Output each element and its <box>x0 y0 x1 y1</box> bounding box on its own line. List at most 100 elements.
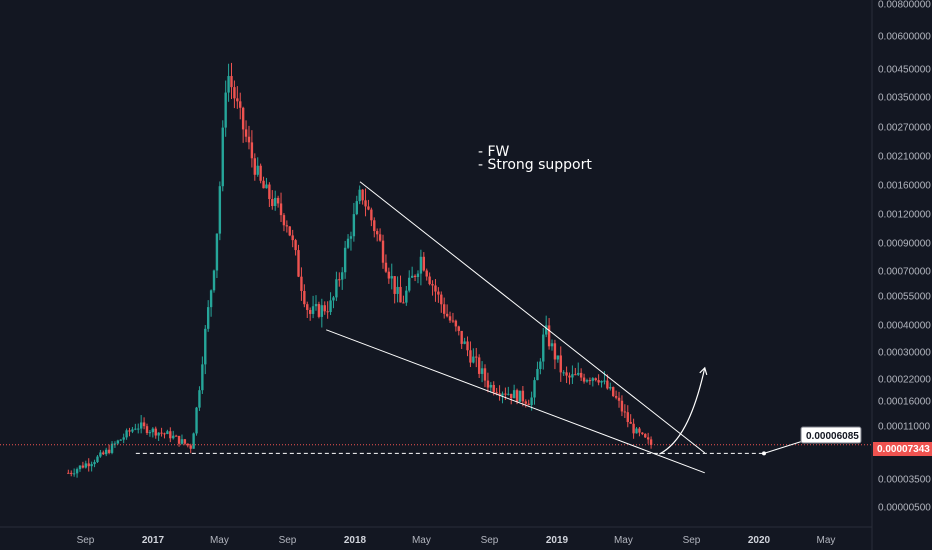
candle-body <box>495 392 498 394</box>
candle-body <box>110 443 114 453</box>
candle-body <box>620 400 624 412</box>
candle-body <box>335 279 338 298</box>
candle-body <box>454 320 458 327</box>
candle-body <box>67 472 70 474</box>
time-axis[interactable]: Sep 2017 May Sep 2018 May Sep 2019 May Sep 2020 May <box>77 535 836 546</box>
candle-body <box>539 361 542 369</box>
candle-body <box>547 325 551 347</box>
candle-body <box>355 201 358 215</box>
candle-body <box>457 326 460 331</box>
candle-body <box>285 225 289 227</box>
candle-body <box>574 374 577 376</box>
candle-body <box>396 286 399 294</box>
time-tick-label: Sep <box>683 535 701 546</box>
candle-body <box>230 76 233 88</box>
candle-body <box>218 186 222 234</box>
candle-body <box>209 290 213 308</box>
candle-body <box>606 380 609 389</box>
candle-body <box>512 390 516 399</box>
candle-body <box>189 445 192 449</box>
candle-body <box>201 364 204 391</box>
candle-body <box>268 184 271 200</box>
candle-body <box>253 158 257 175</box>
candle-body <box>623 411 627 413</box>
time-tick-label: May <box>210 535 229 546</box>
wedge-upper-trendline[interactable] <box>359 181 706 454</box>
candle-body <box>594 378 597 381</box>
candle-body <box>649 439 653 445</box>
candle-body <box>399 286 402 303</box>
labels-layer: - FW - Strong support 0.00007343 0.00006… <box>478 144 932 456</box>
candle-body <box>177 435 181 444</box>
candle-body <box>375 231 379 235</box>
candle-body <box>422 256 426 271</box>
candle-body <box>515 390 519 402</box>
candle-body <box>603 380 606 382</box>
candle-body <box>329 300 332 312</box>
candle-body <box>632 423 635 434</box>
candle-body <box>617 397 621 401</box>
candle-body <box>629 421 632 424</box>
candle-body <box>437 291 440 295</box>
candle-body <box>215 233 219 271</box>
candle-body <box>416 273 420 278</box>
candle-body <box>119 439 122 441</box>
candle-body <box>477 357 481 374</box>
projection-curve[interactable] <box>659 367 706 455</box>
annotation-line-2: - Strong support <box>478 157 592 173</box>
candle-body <box>390 276 393 279</box>
candle-body <box>408 277 411 291</box>
candle-body <box>180 439 184 444</box>
candle-body <box>105 449 108 455</box>
candle-body <box>498 393 501 396</box>
price-tick-label: 0.00090000 <box>878 239 931 250</box>
time-tick-label: Sep <box>77 535 95 546</box>
time-tick-label: 2020 <box>748 535 771 546</box>
candle-body <box>542 334 545 362</box>
candle-body <box>99 452 102 457</box>
wedge-lower-trendline[interactable] <box>326 329 705 474</box>
price-axis[interactable]: 0.00800000 0.00600000 0.00450000 0.00350000… <box>878 0 931 514</box>
candle-body <box>297 250 300 277</box>
candle-body <box>148 432 152 434</box>
candle-body <box>536 368 539 381</box>
candle-body <box>308 309 312 314</box>
candle-body <box>571 374 574 378</box>
time-tick-label: Sep <box>481 535 499 546</box>
candle-body <box>236 98 239 102</box>
price-tick-label: 0.00000500 <box>878 503 931 514</box>
price-tick-label: 0.00210000 <box>878 152 931 163</box>
candle-body <box>122 437 125 440</box>
candle-body <box>291 235 294 241</box>
candle-body <box>597 380 600 383</box>
projection-arrowhead <box>699 366 708 376</box>
candle-body <box>265 184 268 189</box>
candle-body <box>448 316 452 321</box>
candle-body <box>352 214 356 237</box>
candle-body <box>440 294 443 305</box>
candle-body <box>609 387 612 389</box>
candle-body <box>84 463 88 468</box>
candle-body <box>378 234 382 241</box>
candle-body <box>78 465 82 470</box>
candle-body <box>428 276 431 285</box>
candle-body <box>644 433 647 438</box>
candle-body <box>320 305 324 317</box>
candle-body <box>81 465 85 468</box>
candle-body <box>504 393 507 395</box>
candle-body <box>451 320 455 322</box>
candle-body <box>279 203 283 216</box>
candle-body <box>445 313 449 317</box>
price-tick-label: 0.00160000 <box>878 181 931 192</box>
candle-body <box>405 290 408 303</box>
candle-body <box>349 236 353 239</box>
candle-body <box>192 433 195 449</box>
candle-body <box>241 107 245 130</box>
price-tick-label: 0.00016000 <box>878 397 931 408</box>
candle-body <box>174 435 178 437</box>
time-tick-label: May <box>412 535 431 546</box>
candle-body <box>486 380 490 388</box>
candle-body <box>276 197 280 204</box>
candle-body <box>151 428 155 433</box>
